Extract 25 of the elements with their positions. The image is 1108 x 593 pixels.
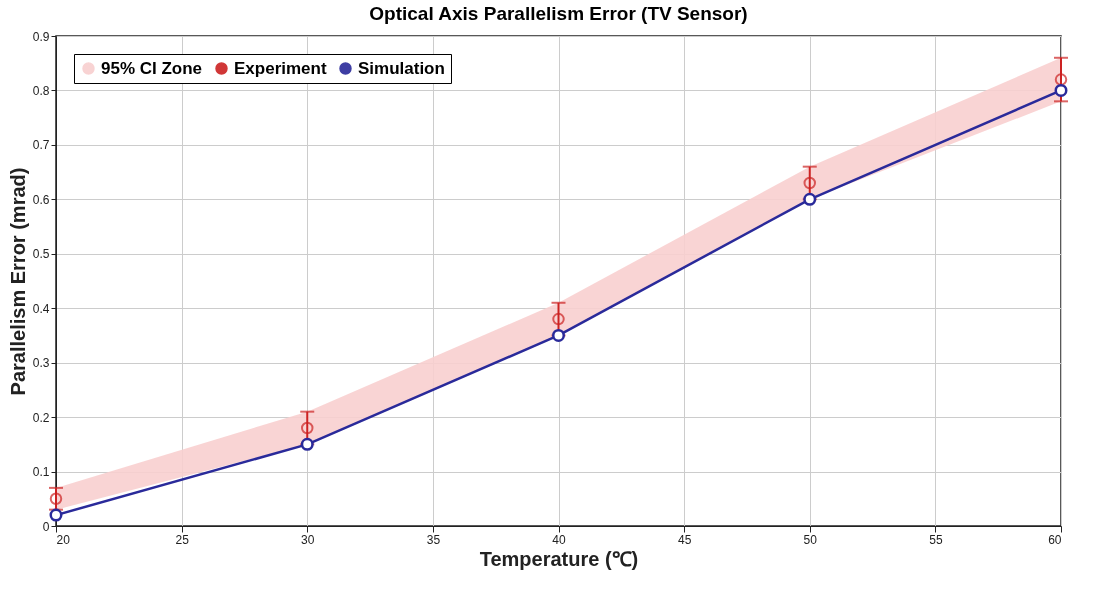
y-tick-label: 0.5: [32, 247, 50, 262]
legend-label: Experiment: [234, 58, 327, 78]
y-tick-label: 0.3: [32, 356, 50, 371]
legend-label: Simulation: [358, 58, 445, 78]
x-axis-title: Temperature (℃): [479, 547, 639, 570]
y-tick-label: 0.8: [32, 83, 50, 98]
y-tick-label: 0.4: [32, 301, 50, 316]
y-tick-label: 0.1: [32, 465, 50, 480]
x-tick-label: 25: [175, 532, 190, 547]
x-tick-label: 55: [929, 532, 943, 547]
x-tick-label: 60: [1048, 532, 1062, 547]
x-tick-label: 50: [803, 532, 818, 547]
y-tick-label: 0.6: [32, 192, 50, 207]
y-axis-title: Parallelism Error (mrad): [6, 167, 29, 396]
chart-title: Optical Axis Parallelism Error (TV Sensor): [369, 3, 748, 24]
x-tick-label: 45: [677, 532, 692, 547]
y-tick-label: 0: [42, 519, 50, 534]
x-tick-label: 30: [301, 532, 315, 547]
x-tick-label: 35: [426, 532, 441, 547]
y-tick-label: 0.9: [32, 29, 50, 44]
x-tick-label: 20: [56, 532, 71, 547]
x-tick-label: 40: [552, 532, 566, 547]
y-tick-label: 0.7: [32, 138, 50, 153]
y-tick-label: 0.2: [32, 410, 50, 425]
legend-label: 95% CI Zone: [101, 58, 203, 78]
